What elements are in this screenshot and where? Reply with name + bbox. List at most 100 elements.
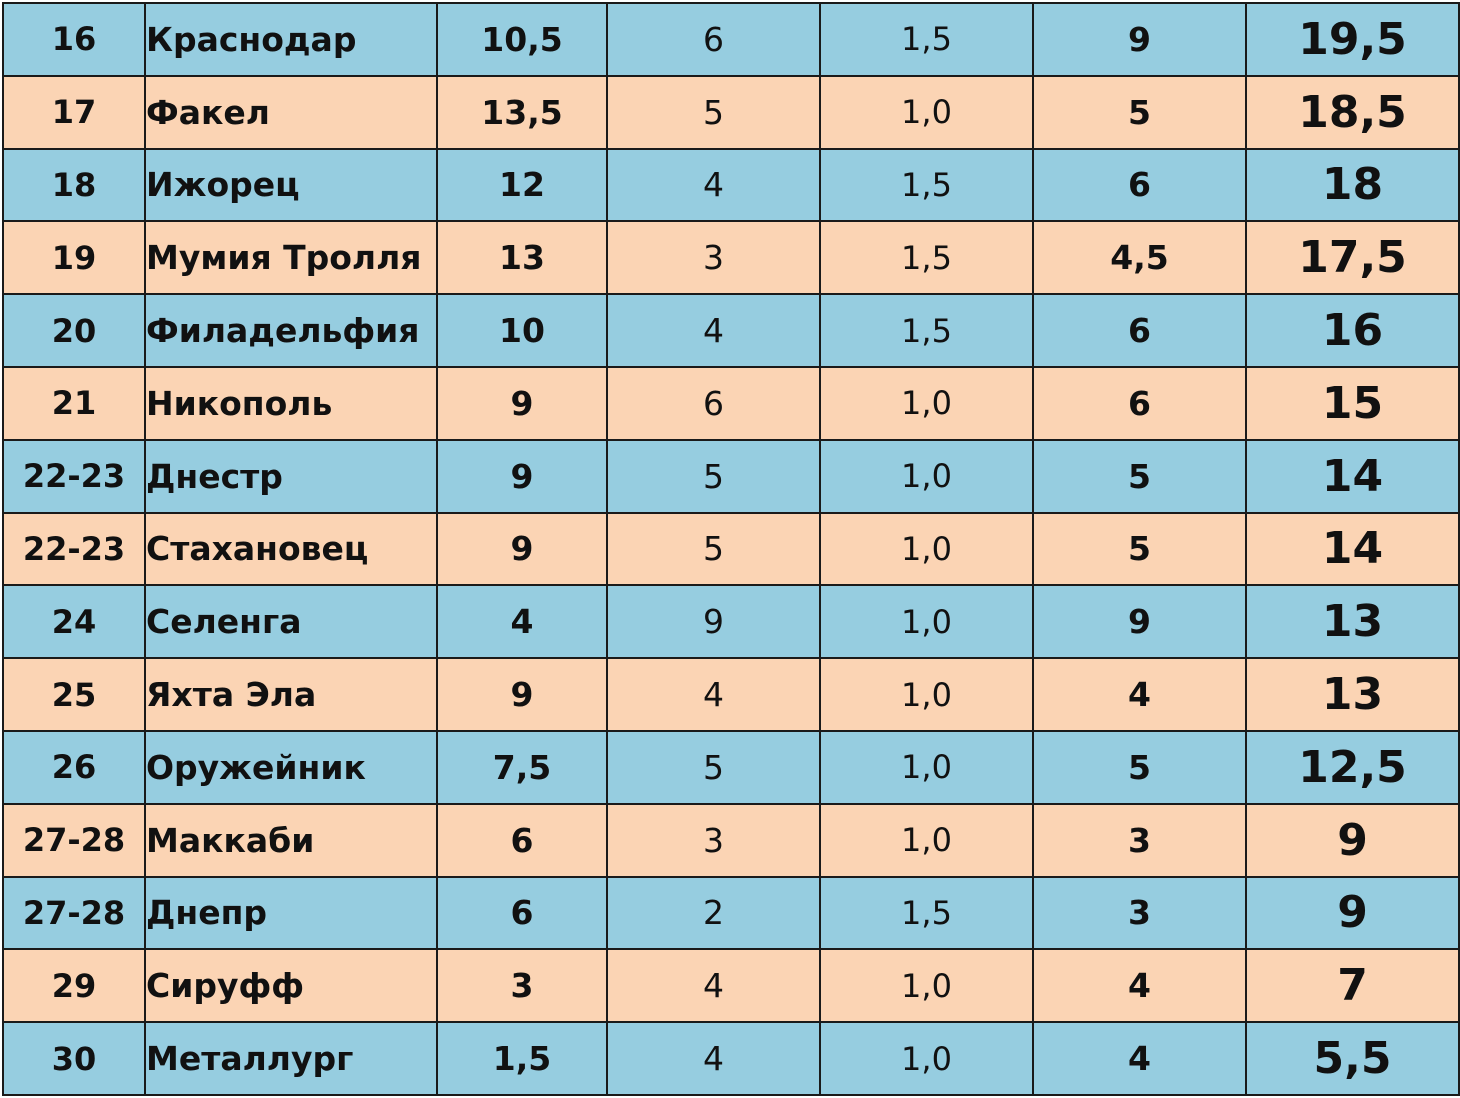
team-name-cell: Днестр — [144, 438, 438, 514]
value-cell: 5 — [606, 438, 821, 514]
table-row: 30 Металлург 1,5 4 1,0 4 5,5 — [2, 1021, 1460, 1096]
value-cell: 3 — [606, 802, 821, 878]
place-cell: 26 — [2, 729, 146, 805]
bonus-cell: 5 — [1032, 511, 1247, 587]
team-name-cell: Никополь — [144, 365, 438, 441]
team-name-cell: Селенга — [144, 584, 438, 660]
points-cell: 13,5 — [436, 74, 608, 150]
value-cell: 4 — [606, 293, 821, 368]
coefficient-cell: 1,5 — [819, 293, 1034, 368]
team-name-cell: Яхта Эла — [144, 657, 438, 732]
table-row: 27-28 Маккаби 6 3 1,0 3 9 — [2, 802, 1460, 878]
total-cell: 16 — [1245, 293, 1460, 368]
bonus-cell: 6 — [1032, 293, 1247, 368]
team-name-cell: Факел — [144, 74, 438, 150]
team-name-cell: Стахановец — [144, 511, 438, 587]
points-cell: 12 — [436, 147, 608, 223]
table-row: 27-28 Днепр 6 2 1,5 3 9 — [2, 875, 1460, 951]
team-name-cell: Маккаби — [144, 802, 438, 878]
bonus-cell: 4,5 — [1032, 220, 1247, 296]
total-cell: 13 — [1245, 584, 1460, 660]
total-cell: 14 — [1245, 511, 1460, 587]
bonus-cell: 5 — [1032, 729, 1247, 805]
place-cell: 21 — [2, 365, 146, 441]
place-cell: 30 — [2, 1021, 146, 1096]
team-name-cell: Мумия Тролля — [144, 220, 438, 296]
coefficient-cell: 1,5 — [819, 220, 1034, 296]
place-cell: 17 — [2, 74, 146, 150]
bonus-cell: 6 — [1032, 365, 1247, 441]
total-cell: 5,5 — [1245, 1021, 1460, 1096]
coefficient-cell: 1,5 — [819, 2, 1034, 77]
value-cell: 5 — [606, 511, 821, 587]
table-row: 18 Ижорец 12 4 1,5 6 18 — [2, 147, 1460, 223]
total-cell: 15 — [1245, 365, 1460, 441]
total-cell: 19,5 — [1245, 2, 1460, 77]
place-cell: 18 — [2, 147, 146, 223]
points-cell: 6 — [436, 875, 608, 951]
points-cell: 9 — [436, 657, 608, 732]
coefficient-cell: 1,5 — [819, 147, 1034, 223]
table-row: 22-23 Днестр 9 5 1,0 5 14 — [2, 438, 1460, 514]
coefficient-cell: 1,0 — [819, 657, 1034, 732]
coefficient-cell: 1,0 — [819, 74, 1034, 150]
value-cell: 5 — [606, 74, 821, 150]
place-cell: 24 — [2, 584, 146, 660]
points-cell: 1,5 — [436, 1021, 608, 1096]
team-name-cell: Сируфф — [144, 948, 438, 1024]
total-cell: 7 — [1245, 948, 1460, 1024]
bonus-cell: 4 — [1032, 948, 1247, 1024]
points-cell: 7,5 — [436, 729, 608, 805]
table-row: 24 Селенга 4 9 1,0 9 13 — [2, 584, 1460, 660]
bonus-cell: 9 — [1032, 2, 1247, 77]
place-cell: 16 — [2, 2, 146, 77]
bonus-cell: 3 — [1032, 802, 1247, 878]
points-cell: 4 — [436, 584, 608, 660]
table-row: 25 Яхта Эла 9 4 1,0 4 13 — [2, 657, 1460, 732]
coefficient-cell: 1,0 — [819, 802, 1034, 878]
bonus-cell: 6 — [1032, 147, 1247, 223]
place-cell: 29 — [2, 948, 146, 1024]
points-cell: 9 — [436, 365, 608, 441]
coefficient-cell: 1,0 — [819, 365, 1034, 441]
table-row: 21 Никополь 9 6 1,0 6 15 — [2, 365, 1460, 441]
total-cell: 18 — [1245, 147, 1460, 223]
points-cell: 9 — [436, 438, 608, 514]
total-cell: 9 — [1245, 802, 1460, 878]
table-row: 20 Филадельфия 10 4 1,5 6 16 — [2, 293, 1460, 368]
value-cell: 4 — [606, 147, 821, 223]
coefficient-cell: 1,0 — [819, 511, 1034, 587]
total-cell: 14 — [1245, 438, 1460, 514]
value-cell: 5 — [606, 729, 821, 805]
coefficient-cell: 1,0 — [819, 729, 1034, 805]
team-name-cell: Днепр — [144, 875, 438, 951]
coefficient-cell: 1,0 — [819, 438, 1034, 514]
value-cell: 4 — [606, 948, 821, 1024]
place-cell: 19 — [2, 220, 146, 296]
value-cell: 4 — [606, 657, 821, 732]
place-cell: 27-28 — [2, 875, 146, 951]
bonus-cell: 4 — [1032, 657, 1247, 732]
team-name-cell: Ижорец — [144, 147, 438, 223]
bonus-cell: 3 — [1032, 875, 1247, 951]
team-name-cell: Металлург — [144, 1021, 438, 1096]
value-cell: 6 — [606, 365, 821, 441]
table-row: 17 Факел 13,5 5 1,0 5 18,5 — [2, 74, 1460, 150]
value-cell: 3 — [606, 220, 821, 296]
points-cell: 6 — [436, 802, 608, 878]
coefficient-cell: 1,5 — [819, 875, 1034, 951]
bonus-cell: 5 — [1032, 438, 1247, 514]
value-cell: 4 — [606, 1021, 821, 1096]
place-cell: 22-23 — [2, 511, 146, 587]
table-row: 16 Краснодар 10,5 6 1,5 9 19,5 — [2, 2, 1460, 77]
value-cell: 2 — [606, 875, 821, 951]
place-cell: 22-23 — [2, 438, 146, 514]
coefficient-cell: 1,0 — [819, 1021, 1034, 1096]
total-cell: 13 — [1245, 657, 1460, 732]
table-row: 22-23 Стахановец 9 5 1,0 5 14 — [2, 511, 1460, 587]
bonus-cell: 9 — [1032, 584, 1247, 660]
points-cell: 3 — [436, 948, 608, 1024]
team-name-cell: Филадельфия — [144, 293, 438, 368]
place-cell: 25 — [2, 657, 146, 732]
